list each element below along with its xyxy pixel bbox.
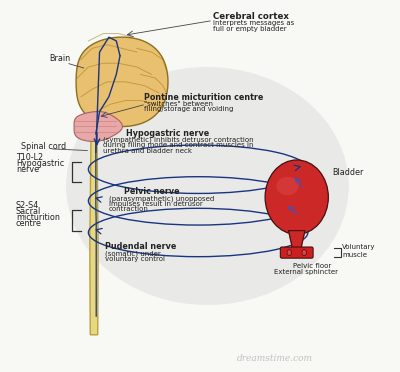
Ellipse shape	[287, 250, 292, 256]
Text: Bladder: Bladder	[332, 168, 364, 177]
Polygon shape	[288, 231, 305, 255]
Text: urethra and bladder neck: urethra and bladder neck	[103, 148, 192, 154]
Text: micturition: micturition	[16, 213, 60, 222]
Text: centre: centre	[16, 219, 42, 228]
Text: Pelvic nerve: Pelvic nerve	[124, 187, 179, 196]
Ellipse shape	[66, 67, 349, 305]
Text: nerve: nerve	[16, 165, 39, 174]
Text: interprets messages as: interprets messages as	[213, 20, 294, 26]
Text: (somatic) under: (somatic) under	[105, 250, 161, 257]
FancyBboxPatch shape	[280, 247, 313, 258]
Text: Sacral: Sacral	[16, 207, 41, 216]
Text: dreamstime.com: dreamstime.com	[236, 354, 312, 363]
Text: S2-S4: S2-S4	[16, 201, 39, 210]
Text: filing/storage and voiding: filing/storage and voiding	[144, 106, 234, 112]
Polygon shape	[76, 37, 168, 126]
Polygon shape	[74, 112, 122, 141]
Text: during filing mode and contract muscles in: during filing mode and contract muscles …	[103, 142, 254, 148]
Text: Spinal cord: Spinal cord	[22, 142, 66, 151]
Text: Pudendal nerve: Pudendal nerve	[105, 242, 176, 251]
Ellipse shape	[265, 160, 328, 234]
Text: Hypogastric nerve: Hypogastric nerve	[126, 129, 209, 138]
Text: Cerebral cortex: Cerebral cortex	[213, 12, 289, 20]
Text: voluntary control: voluntary control	[105, 256, 165, 262]
Text: Pontine micturition centre: Pontine micturition centre	[144, 93, 264, 102]
Text: Voluntary: Voluntary	[342, 244, 376, 250]
Text: T10-L2: T10-L2	[16, 153, 43, 162]
Text: Brain: Brain	[49, 54, 70, 63]
Ellipse shape	[276, 177, 298, 195]
Text: External sphincter: External sphincter	[274, 269, 338, 275]
Text: Pelvic floor: Pelvic floor	[293, 263, 331, 269]
Text: (sympathetic) inhibits detrusor contraction: (sympathetic) inhibits detrusor contract…	[103, 137, 254, 143]
Text: muscle: muscle	[342, 252, 367, 258]
Text: contraction: contraction	[109, 206, 149, 212]
Text: impulses result in detrusor: impulses result in detrusor	[109, 201, 203, 207]
Polygon shape	[90, 134, 98, 335]
Text: Hypogastric: Hypogastric	[16, 159, 64, 168]
Ellipse shape	[302, 250, 306, 256]
Text: full or empty bladder: full or empty bladder	[213, 26, 287, 32]
Text: "switches" between: "switches" between	[144, 101, 213, 107]
Text: (parasympathetic) unopposed: (parasympathetic) unopposed	[109, 195, 214, 202]
